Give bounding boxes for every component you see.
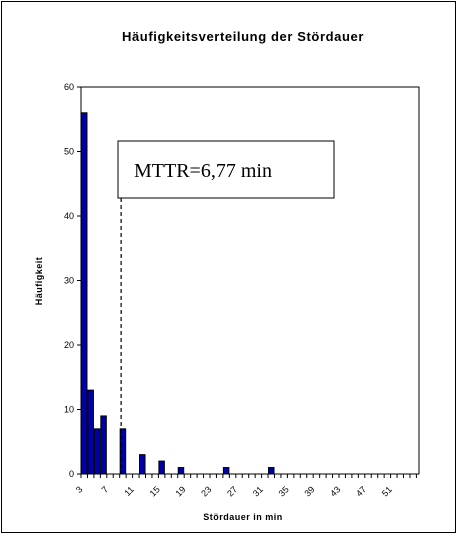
mttr-annotation-box [117, 140, 335, 199]
x-tick-label: 27 [225, 484, 239, 498]
x-axis-title: Stördauer in min [203, 512, 283, 522]
x-tick-label: 19 [173, 484, 187, 498]
y-tick-label: 60 [64, 82, 74, 92]
y-tick-label: 30 [64, 276, 74, 286]
x-tick-label: 11 [122, 484, 136, 498]
histogram-bar [177, 467, 185, 475]
y-tick-label: 40 [64, 211, 74, 221]
histogram-bar [139, 454, 146, 475]
x-tick-label: 51 [380, 484, 394, 498]
x-tick-label: 47 [354, 484, 368, 498]
y-tick-label: 10 [64, 405, 74, 415]
histogram-bar [119, 428, 127, 475]
chart-title: Häufigkeitsverteilung der Stördauer [122, 29, 364, 44]
x-tick-label: 23 [199, 484, 213, 498]
x-tick-label: 43 [328, 484, 342, 498]
y-tick-label: 0 [69, 469, 74, 479]
histogram-bar [222, 467, 230, 475]
histogram-bar [87, 389, 94, 475]
plot-area: 0 10 20 30 40 50 60 3 7 11 15 19 23 27 31 35 39 43 47 51 MTT… [64, 82, 420, 498]
histogram-bar [268, 467, 275, 475]
histogram-bar [100, 415, 107, 475]
x-tick-label: 3 [74, 484, 85, 495]
x-tick-label: 35 [277, 484, 291, 498]
y-tick-label: 50 [64, 147, 74, 157]
y-tick-label: 20 [64, 340, 74, 350]
histogram-bar [158, 460, 165, 475]
mttr-annotation-label: MTTR=6,77 min [134, 160, 272, 182]
x-tick-label: 7 [100, 484, 111, 495]
x-tick-label: 39 [302, 484, 316, 498]
x-tick-label: 31 [251, 484, 265, 498]
x-tick-label: 15 [148, 484, 162, 498]
histogram-bar [93, 428, 101, 475]
y-axis-title: Häufigkeit [34, 257, 44, 306]
histogram-bar [80, 112, 88, 475]
